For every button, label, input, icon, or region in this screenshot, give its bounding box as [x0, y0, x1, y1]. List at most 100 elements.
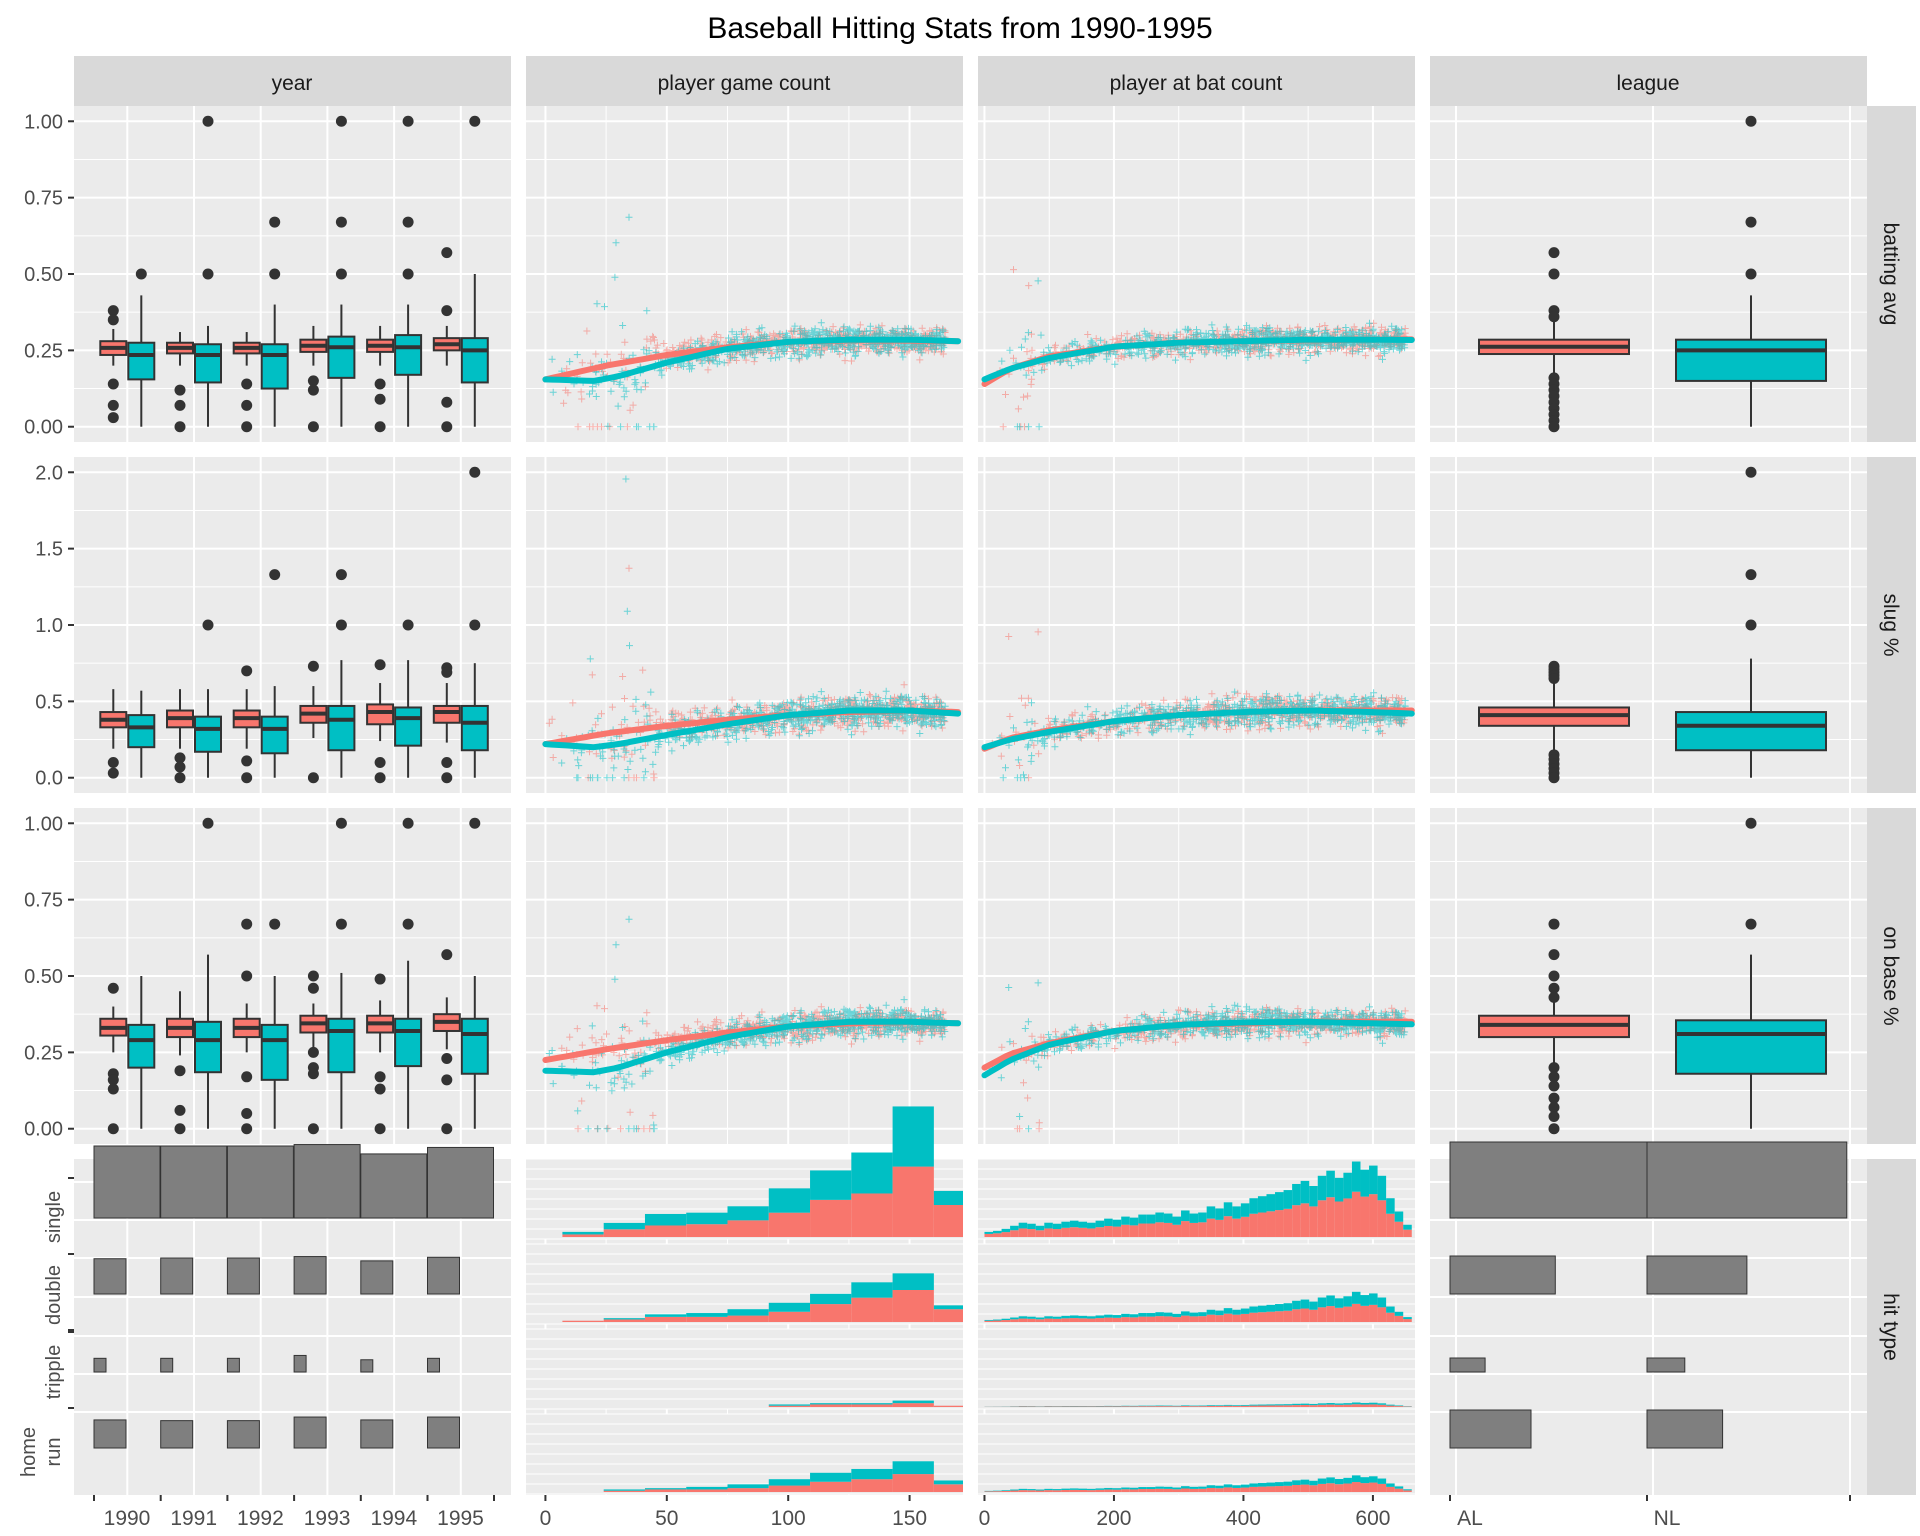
- hist-bar-nl: [1104, 1314, 1113, 1318]
- hist-bar-al: [1010, 1319, 1019, 1322]
- year-outlier-al: [441, 421, 453, 433]
- hist-bar-al: [1249, 1213, 1258, 1237]
- x-tick-label: NL: [1654, 1507, 1681, 1530]
- hist-bar-nl: [1377, 1403, 1387, 1405]
- hist-bar-nl: [1377, 1175, 1387, 1201]
- year-outlier-al: [107, 1074, 119, 1086]
- year-hit-bar: [226, 1257, 260, 1295]
- hist-bar-nl: [1138, 1405, 1147, 1407]
- hist-bar-al: [1223, 1313, 1233, 1322]
- year-outlier-al: [441, 1074, 453, 1086]
- hist-bar-al: [1326, 1483, 1335, 1492]
- hist-bar-nl: [1309, 1301, 1318, 1310]
- hist-bar-nl: [810, 1293, 852, 1305]
- hist-bar-nl: [1018, 1316, 1028, 1319]
- hist-bar-al: [1027, 1490, 1036, 1492]
- hist-bar-nl: [1343, 1296, 1352, 1307]
- hist-bar-nl: [1394, 1211, 1404, 1222]
- year-outlier-al: [241, 970, 253, 982]
- year-outlier-al: [441, 949, 453, 961]
- hist-bar-nl: [1326, 1170, 1335, 1198]
- smooth-line-nl: [542, 1018, 962, 1076]
- hist-bar-nl: [1292, 1403, 1301, 1406]
- year-outlier-al: [107, 1083, 119, 1095]
- year-box-nl-box: [127, 1023, 156, 1069]
- hist-bar-al: [768, 1212, 811, 1237]
- strip-slug: [1867, 457, 1916, 793]
- hist-bar-nl: [1018, 1488, 1028, 1491]
- hist-bar-nl: [727, 1484, 769, 1489]
- hist-bar-nl: [1138, 1214, 1147, 1224]
- hist-bar-nl: [1172, 1313, 1182, 1318]
- hist-bar-nl: [1052, 1223, 1062, 1230]
- hist-bar-al: [1360, 1483, 1370, 1492]
- hist-bar-al: [1343, 1198, 1352, 1237]
- year-outlier-al: [107, 767, 119, 779]
- year-outlier-nl: [335, 115, 347, 127]
- y-tick-label: 2.0: [35, 462, 63, 484]
- hist-bar-nl: [1215, 1208, 1224, 1220]
- column-strips: year player game count player at bat cou…: [74, 56, 1916, 1495]
- hist-bar-al: [1232, 1405, 1241, 1407]
- hist-bar-nl: [1266, 1404, 1276, 1406]
- year-outlier-nl: [402, 115, 414, 127]
- hist-bar-nl: [1087, 1488, 1096, 1491]
- strip-label-slug: slug %: [1879, 593, 1902, 656]
- hist-bar-nl: [1403, 1489, 1412, 1491]
- hist-bar-nl: [1035, 1225, 1045, 1231]
- hist-bar-nl: [1275, 1404, 1284, 1406]
- hist-bar-al: [1155, 1222, 1164, 1237]
- hist-bar-nl: [1069, 1315, 1079, 1319]
- year-hit-bar: [160, 1257, 194, 1295]
- y-tick-label: 0.50: [24, 966, 63, 988]
- hist-bar-nl: [993, 1490, 1002, 1492]
- year-outlier-al: [307, 970, 319, 982]
- year-hit-bar: [293, 1256, 327, 1295]
- year-hit-bar: [293, 1144, 361, 1219]
- year-outlier-al: [107, 399, 119, 411]
- hist-bar-nl: [1300, 1299, 1310, 1309]
- hist-bar-al: [1351, 1191, 1361, 1237]
- hist-bar-nl: [1189, 1213, 1199, 1223]
- hist-bar-nl: [1206, 1309, 1216, 1315]
- hist-bar-al: [1283, 1208, 1293, 1237]
- hist-bar-nl: [1386, 1198, 1395, 1214]
- league-outlier-nl: [1745, 619, 1757, 631]
- hist-bar-al: [562, 1320, 604, 1322]
- hist-bar-al: [1146, 1223, 1156, 1237]
- hist-bar-nl: [1249, 1198, 1258, 1214]
- hist-bar-nl: [1172, 1216, 1182, 1225]
- hist-bar-nl: [686, 1313, 728, 1317]
- hist-bar-al: [1317, 1483, 1327, 1492]
- hist-bar-al: [1087, 1490, 1096, 1492]
- hist-bar-nl: [1198, 1405, 1207, 1407]
- hist-bar-al: [1078, 1406, 1088, 1407]
- hist-bar-al: [1394, 1221, 1404, 1237]
- year-outlier-al: [441, 247, 453, 259]
- hist-bar-al: [1018, 1318, 1028, 1322]
- hist-bar-al: [1275, 1210, 1284, 1237]
- hist-bar-al: [1334, 1404, 1344, 1407]
- hist-bar-nl: [933, 1305, 963, 1310]
- hist-bar-al: [1129, 1225, 1139, 1237]
- hist-bar-al: [1061, 1227, 1070, 1237]
- hist-bar-nl: [1181, 1210, 1190, 1222]
- hist-bar-al: [984, 1320, 994, 1322]
- year-hit-bar: [427, 1146, 494, 1219]
- hist-bar-al: [1181, 1406, 1190, 1407]
- year-outlier-al: [307, 660, 319, 672]
- year-outlier-al: [241, 918, 253, 930]
- league-hit-bar-nl: [1646, 1141, 1848, 1219]
- hist-bar-al: [993, 1491, 1002, 1492]
- hist-bar-al: [1104, 1225, 1113, 1237]
- hist-bar-al: [1121, 1224, 1130, 1237]
- league-outlier-al: [1548, 1111, 1560, 1123]
- league-hit-bar-al: [1449, 1255, 1556, 1295]
- hist-bar-al: [1257, 1486, 1267, 1492]
- hist-bar-nl: [810, 1170, 852, 1200]
- hist-bar-nl: [1189, 1486, 1199, 1489]
- hist-bar-nl: [1292, 1183, 1301, 1206]
- hist-bar-al: [1317, 1200, 1327, 1237]
- hist-bar-al: [933, 1205, 963, 1237]
- hist-bar-al: [933, 1484, 963, 1492]
